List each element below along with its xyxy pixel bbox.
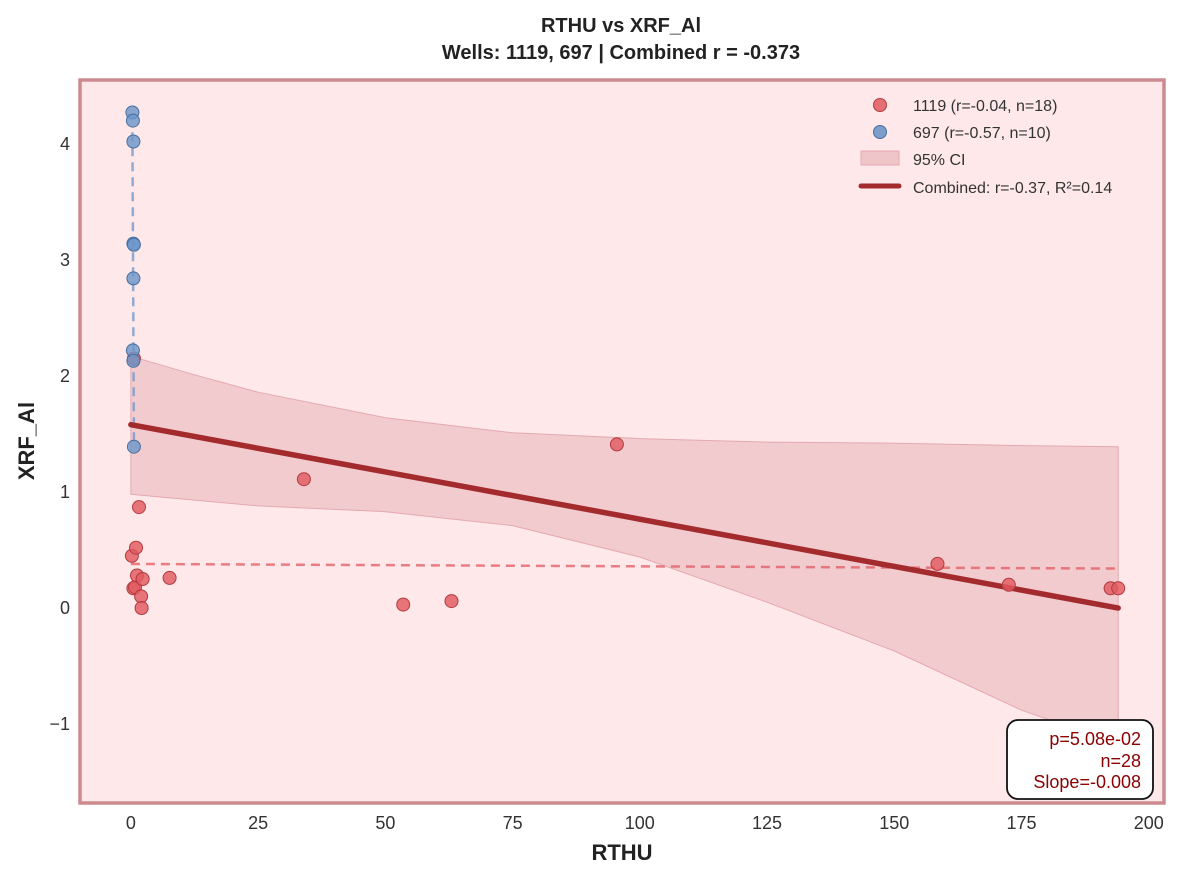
- data-point: [126, 237, 141, 252]
- y-tick-label: 3: [60, 250, 70, 270]
- x-tick-label: 25: [248, 813, 268, 833]
- legend-marker-ci: [860, 150, 900, 166]
- series-fit-line-1: [131, 132, 136, 446]
- data-point: [129, 540, 143, 555]
- stats-p-value: p=5.08e-02: [1049, 729, 1141, 749]
- data-point: [132, 500, 146, 515]
- y-axis-ticks: −1 0 1 2 3 4: [49, 134, 70, 734]
- data-point: [135, 572, 150, 586]
- stats-n: n=28: [1100, 751, 1141, 771]
- y-tick-label: −1: [49, 714, 70, 734]
- data-point: [134, 601, 149, 615]
- data-point: [126, 271, 141, 286]
- x-tick-label: 125: [752, 813, 782, 833]
- data-point: [444, 594, 459, 609]
- y-axis-label: XRF_Al: [14, 402, 39, 480]
- y-tick-label: 2: [60, 366, 70, 386]
- legend: 1119 (r=-0.04, n=18) 697 (r=-0.57, n=10)…: [858, 98, 1112, 197]
- plot-border: [78, 78, 1166, 805]
- data-point: [1001, 577, 1016, 592]
- y-tick-label: 1: [60, 482, 70, 502]
- chart-subtitle: Wells: 1119, 697 | Combined r = -0.373: [442, 42, 800, 64]
- combined-regression-line: [128, 421, 1121, 611]
- y-tick-label: 0: [60, 598, 70, 618]
- x-tick-label: 200: [1134, 813, 1164, 833]
- data-point: [162, 570, 177, 585]
- legend-marker-697: [873, 125, 887, 139]
- legend-marker-1119: [873, 98, 887, 112]
- stats-slope: Slope=-0.008: [1033, 772, 1141, 792]
- x-axis-ticks: 0 25 50 75 100 125 150 175 200: [126, 813, 1164, 833]
- data-point: [396, 597, 411, 612]
- x-tick-label: 50: [375, 813, 395, 833]
- data-point: [134, 589, 149, 604]
- x-tick-label: 75: [503, 813, 523, 833]
- fit-lines-layer: [128, 132, 1121, 611]
- data-point: [125, 113, 140, 128]
- data-point: [1111, 581, 1126, 596]
- x-tick-label: 100: [625, 813, 655, 833]
- x-axis-label: RTHU: [591, 840, 652, 865]
- data-point: [126, 439, 141, 454]
- x-tick-label: 0: [126, 813, 136, 833]
- legend-label-ci: 95% CI: [913, 152, 965, 169]
- data-point: [930, 556, 945, 571]
- x-tick-label: 150: [879, 813, 909, 833]
- data-point: [126, 134, 141, 149]
- legend-label-697: 697 (r=-0.57, n=10): [913, 125, 1051, 142]
- data-point: [296, 472, 311, 487]
- chart-title: RTHU vs XRF_Al: [541, 15, 701, 37]
- data-point: [609, 437, 624, 452]
- stats-box: p=5.08e-02 n=28 Slope=-0.008: [1006, 719, 1154, 800]
- y-tick-label: 4: [60, 134, 70, 154]
- stats-box-frame: [1006, 719, 1154, 800]
- data-point: [126, 353, 141, 368]
- x-tick-label: 175: [1006, 813, 1036, 833]
- legend-label-1119: 1119 (r=-0.04, n=18): [913, 98, 1057, 115]
- points-layer: [124, 105, 1126, 615]
- legend-label-combined: Combined: r=-0.37, R²=0.14: [913, 180, 1112, 197]
